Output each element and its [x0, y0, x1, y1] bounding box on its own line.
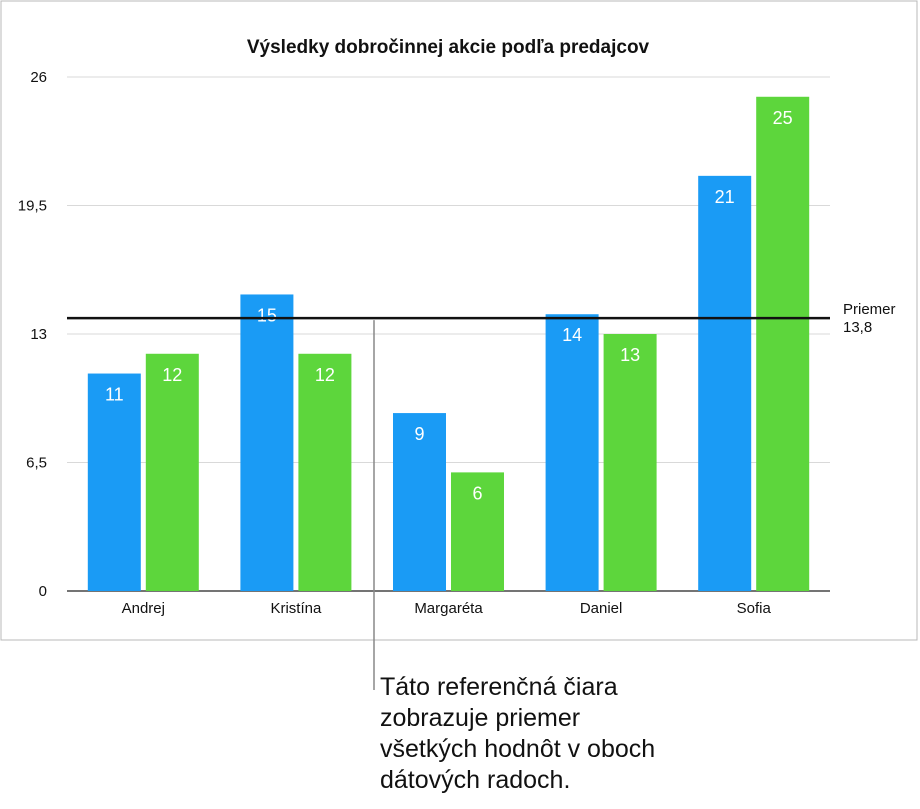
x-category-label: Kristína — [270, 600, 322, 617]
bar — [298, 353, 352, 591]
bar — [451, 472, 504, 591]
y-tick-label: 0 — [39, 583, 47, 600]
bar — [145, 353, 199, 591]
reference-line-callout: Táto referenčná čiara zobrazuje priemer … — [380, 672, 800, 796]
y-tick-label: 19,5 — [18, 198, 47, 215]
bar-value-label: 15 — [257, 305, 277, 325]
bar — [240, 294, 294, 591]
reference-line-value: 13,8 — [843, 319, 872, 336]
callout-line: dátových radoch. — [380, 766, 571, 794]
bar-value-label: 25 — [773, 108, 793, 128]
callout-line: zobrazuje priemer — [380, 704, 581, 732]
bar-value-label: 21 — [715, 187, 735, 207]
x-category-label: Andrej — [122, 600, 165, 617]
y-tick-label: 26 — [30, 69, 47, 86]
bar — [393, 413, 446, 591]
y-tick-label: 13 — [30, 326, 47, 343]
callout-line: všetkých hodnôt v oboch — [380, 735, 656, 763]
reference-line-label: Priemer — [843, 301, 896, 318]
bar-value-label: 11 — [105, 385, 124, 405]
x-category-label: Margaréta — [414, 600, 483, 617]
bar-value-label: 12 — [162, 365, 182, 385]
chart-title: Výsledky dobročinnej akcie podľa predajc… — [247, 37, 650, 58]
bar — [545, 314, 599, 591]
bar-value-label: 6 — [472, 483, 482, 503]
callout-line: Táto referenčná čiara — [380, 673, 618, 701]
x-category-label: Sofia — [737, 600, 772, 617]
bar-value-label: 13 — [620, 345, 640, 365]
chart-frame — [0, 0, 918, 641]
x-category-label: Daniel — [580, 600, 623, 617]
y-tick-label: 6,5 — [26, 455, 47, 472]
bar — [756, 96, 810, 592]
bar — [87, 373, 141, 591]
bar-value-label: 12 — [315, 365, 335, 385]
bar-value-label: 9 — [414, 424, 424, 444]
bar — [698, 175, 752, 591]
bar-value-label: 14 — [562, 325, 582, 345]
bar — [603, 334, 657, 591]
